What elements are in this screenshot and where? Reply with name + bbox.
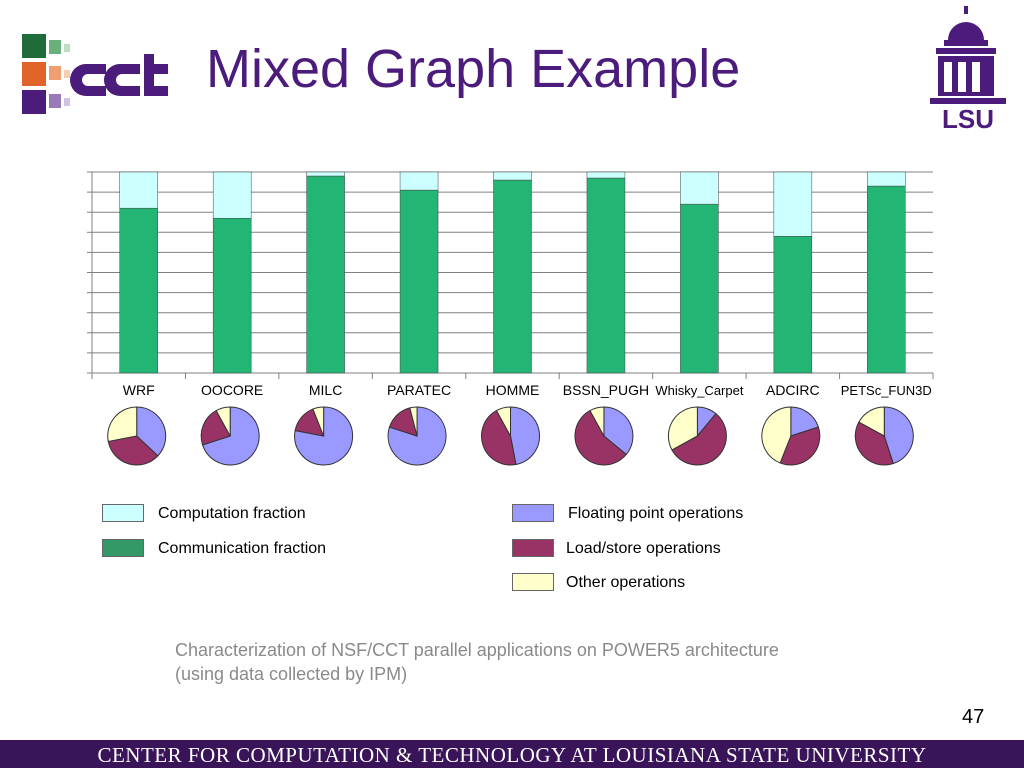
pie-slice-Whisky_Carpet-other [667, 406, 698, 451]
pie-slice-HOMME-other [495, 406, 511, 437]
bar-computation-ADCIRC [773, 171, 813, 237]
mixed-chart: WRF OOCORE MILC PARATEC HOMME BSSN_PUGH Whisky… [87, 171, 934, 466]
caption-line-2: (using data collected by IPM) [175, 664, 408, 684]
bar-communication-BSSN_PUGH [586, 177, 626, 374]
legend-other-swatch [512, 573, 554, 591]
pie-slice-Whisky_Carpet-load/store [671, 412, 727, 466]
pie-slice-PARATEC-other [409, 406, 418, 437]
bar-computation-Whisky_Carpet [680, 171, 719, 205]
bar-computation-BSSN_PUGH [586, 171, 626, 179]
x-tick-label: WRF [123, 382, 155, 398]
legend-other-label: Other operations [566, 574, 686, 591]
pie-slice-MILC-other [312, 406, 325, 437]
lsu-logo: LSU [930, 6, 1006, 132]
bar-communication-WRF [119, 207, 158, 374]
footer-bar: CENTER FOR COMPUTATION & TECHNOLOGY AT L… [0, 740, 1024, 768]
bar-communication-PETSc_FUN3D [867, 185, 906, 374]
x-tick-label: Whisky_Carpet [655, 383, 744, 398]
pie-slice-HOMME-floating [510, 406, 540, 466]
x-tick-label: HOMME [486, 382, 540, 398]
pie-slice-BSSN_PUGH-load/store [574, 409, 627, 466]
pie-slice-PETSc_FUN3D-other [858, 406, 885, 437]
caption: Characterization of NSF/CCT parallel app… [175, 638, 875, 686]
pie-slice-OOCORE-load/store [200, 409, 231, 446]
bar-computation-OOCORE [212, 171, 252, 219]
pie-slice-ADCIRC-floating [790, 406, 820, 437]
caption-line-1: Characterization of NSF/CCT parallel app… [175, 640, 779, 660]
bar-communication-PARATEC [399, 189, 439, 374]
page-number: 47 [962, 706, 985, 728]
x-tick-label: BSSN_PUGH [563, 382, 649, 398]
pie-slice-WRF-floating [136, 406, 167, 457]
pie-slice-OOCORE-other [215, 406, 231, 437]
legend-computation-label: Computation fraction [158, 505, 306, 522]
pie-slice-WRF-load/store [107, 435, 159, 466]
legend-float-swatch [512, 504, 554, 522]
legend-loadstore-swatch [512, 539, 554, 557]
pie-slice-PETSc_FUN3D-floating [883, 406, 914, 465]
bar-computation-PARATEC [399, 171, 439, 191]
x-tick-label: PETSc_FUN3D [841, 383, 932, 398]
footer-text: CENTER FOR COMPUTATION & TECHNOLOGY AT L… [97, 743, 927, 767]
legend-communication-swatch [102, 539, 144, 557]
pie-slice-BSSN_PUGH-other [589, 406, 605, 437]
bar-communication-ADCIRC [773, 236, 813, 374]
slide-title: Mixed Graph Example [206, 39, 741, 99]
pie-slice-PETSc_FUN3D-load/store [854, 421, 894, 466]
x-tick-label: ADCIRC [766, 382, 820, 398]
bar-computation-HOMME [493, 171, 532, 181]
bar-computation-MILC [306, 171, 345, 177]
pie-slice-BSSN_PUGH-floating [603, 406, 634, 456]
pie-slice-WRF-other [107, 406, 138, 443]
legend-loadstore-label: Load/store operations [566, 540, 721, 557]
pie-slice-ADCIRC-other [761, 406, 792, 464]
x-tick-label: MILC [309, 382, 342, 398]
pie-slice-HOMME-load/store [481, 409, 517, 466]
pie-slice-ADCIRC-load/store [779, 426, 821, 466]
legend-computation-swatch [102, 504, 144, 522]
bar-communication-OOCORE [212, 217, 252, 374]
legend-communication-label: Communication fraction [158, 540, 327, 557]
x-tick-label: OOCORE [201, 382, 263, 398]
legend-float-label: Floating point operations [568, 505, 744, 522]
pie-slice-PARATEC-floating [387, 406, 447, 466]
cct-logo [22, 34, 168, 114]
svg-text:LSU: LSU [942, 104, 994, 132]
bar-computation-WRF [119, 171, 158, 209]
bar-computation-PETSc_FUN3D [867, 171, 906, 187]
bar-communication-HOMME [493, 179, 532, 374]
x-tick-label: PARATEC [387, 382, 451, 398]
pie-slice-MILC-floating [294, 406, 354, 466]
pie-slice-OOCORE-floating [201, 406, 260, 466]
bar-communication-MILC [306, 175, 345, 374]
bar-communication-Whisky_Carpet [680, 203, 719, 374]
